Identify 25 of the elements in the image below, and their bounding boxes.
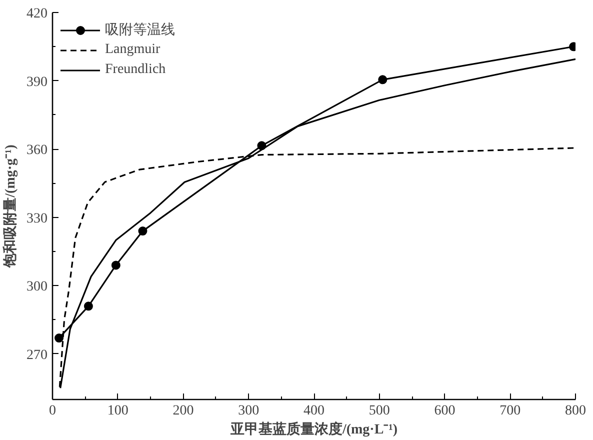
y-tick-label: 390 bbox=[26, 74, 48, 90]
point bbox=[84, 302, 93, 311]
x-tick-label: 0 bbox=[49, 404, 56, 418]
legend-label: 吸附等温线 bbox=[105, 22, 175, 39]
y-tick-label: 360 bbox=[26, 143, 48, 158]
x-tick-label: 300 bbox=[238, 404, 260, 418]
x-tick-label: 100 bbox=[107, 404, 128, 418]
x-tick-label: 800 bbox=[565, 404, 586, 418]
x-tick-label: 400 bbox=[304, 404, 324, 418]
point bbox=[378, 75, 388, 84]
y-axis-title: 饱和吸附量/(mg·g⁻¹) bbox=[2, 144, 18, 268]
x-tick-label: 700 bbox=[500, 404, 521, 418]
x-axis-title: 亚甲基蓝质量浓度/(mg·L⁻¹) bbox=[229, 420, 398, 438]
y-tick-label: 420 bbox=[26, 6, 48, 22]
y-tick-label: 270 bbox=[26, 348, 48, 363]
point bbox=[138, 226, 148, 236]
legend-label: Freundlich bbox=[105, 62, 166, 78]
x-tick-label: 500 bbox=[368, 404, 390, 418]
y-tick-label: 330 bbox=[26, 211, 48, 226]
x-tick-label: 600 bbox=[434, 404, 456, 418]
y-tick-label: 300 bbox=[26, 280, 48, 295]
legend-label: Langmuir bbox=[105, 42, 160, 58]
x-tick-label: 200 bbox=[172, 404, 194, 418]
point bbox=[54, 334, 64, 343]
point bbox=[111, 260, 120, 270]
